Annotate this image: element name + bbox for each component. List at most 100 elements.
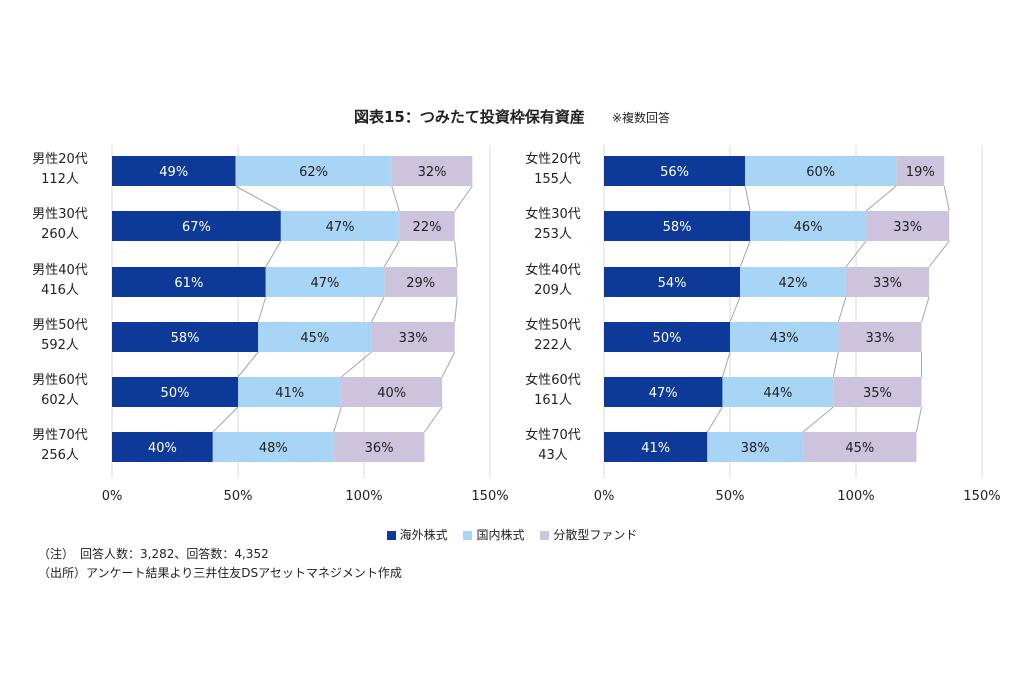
bar-men-domestic-4 (238, 377, 342, 407)
bar-women-domestic-3 (730, 322, 839, 352)
chart-panel-men: 0% 50% 100% 150% 49% 62% 32% 男性20代 112人 67% 47% 22%… (32, 145, 509, 504)
connector-women-domestic-0 (865, 185, 897, 212)
connector-women-domestic-2 (837, 296, 847, 323)
legend-swatch-fund (540, 531, 550, 540)
chart-title: 図表15：つみたて投資枠保有資産 (353, 108, 585, 126)
category-label-men-1: 男性30代 260人 (32, 207, 88, 242)
data-label-women-domestic-5: 38% (741, 441, 770, 456)
data-label-women-overseas-1: 58% (663, 220, 692, 235)
data-label-men-overseas-0: 49% (159, 165, 188, 180)
data-label-men-overseas-1: 67% (182, 220, 211, 235)
data-label-men-domestic-5: 48% (259, 441, 288, 456)
bar-men-overseas-4 (112, 377, 238, 407)
bar-women-fund-4 (833, 377, 922, 407)
note-source: （出所）アンケート結果より三井住友DSアセットマネジメント作成 (38, 566, 402, 580)
data-label-men-fund-4: 40% (377, 386, 406, 401)
data-label-men-domestic-4: 41% (275, 386, 304, 401)
bar-women-domestic-2 (740, 267, 846, 297)
connector-men-domestic-1 (383, 240, 400, 268)
bar-men-overseas-2 (112, 267, 266, 297)
bar-men-fund-0 (391, 156, 473, 186)
bar-men-overseas-3 (112, 322, 259, 352)
bar-women-domestic-5 (707, 432, 804, 462)
connector-women-overseas-3 (721, 351, 731, 378)
data-label-women-domestic-0: 60% (806, 165, 835, 180)
connector-men-fund-4 (424, 406, 443, 433)
data-label-men-domestic-1: 47% (326, 220, 355, 235)
bar-women-overseas-3 (604, 322, 730, 352)
data-label-women-overseas-0: 56% (660, 165, 689, 180)
connector-men-fund-2 (454, 296, 458, 323)
connector-men-overseas-3 (237, 351, 259, 378)
data-label-women-overseas-2: 54% (658, 276, 687, 291)
category-label-men-2: 男性40代 416人 (32, 263, 88, 298)
data-label-men-domestic-0: 62% (299, 165, 328, 180)
bar-women-overseas-4 (604, 377, 723, 407)
data-label-men-fund-5: 36% (365, 441, 394, 456)
bar-men-overseas-1 (112, 211, 281, 241)
legend-item-fund: 分散型ファンド (540, 526, 637, 543)
connector-women-domestic-4 (802, 406, 834, 433)
data-label-women-domestic-1: 46% (794, 220, 823, 235)
data-label-men-overseas-4: 50% (161, 386, 190, 401)
bar-women-fund-5 (803, 432, 917, 462)
chart-title-block: 図表15：つみたて投資枠保有資産 ※複数回答 (0, 106, 1024, 127)
note-respondents: （注） 回答人数：3,282、回答数：4,352 (38, 547, 269, 561)
bar-men-fund-5 (333, 432, 425, 462)
bar-men-domestic-2 (265, 267, 385, 297)
tick-label-women-150: 150% (963, 489, 1000, 504)
data-label-women-fund-3: 33% (865, 331, 894, 346)
tick-label-men-150: 150% (471, 489, 508, 504)
bar-men-fund-2 (384, 267, 458, 297)
data-label-men-fund-2: 29% (406, 276, 435, 291)
bar-men-fund-4 (341, 377, 443, 407)
connector-men-overseas-0 (235, 185, 282, 212)
data-label-women-overseas-3: 50% (653, 331, 682, 346)
legend-item-domestic: 国内株式 (463, 526, 525, 543)
tick-label-men-0: 0% (102, 489, 123, 504)
connector-women-fund-4 (915, 406, 923, 433)
data-label-men-overseas-5: 40% (148, 441, 177, 456)
bar-women-fund-3 (838, 322, 922, 352)
connector-men-fund-0 (454, 185, 473, 212)
category-label-women-3: 女性50代 222人 (525, 317, 581, 353)
connector-women-fund-1 (928, 240, 950, 268)
chart-subtitle: ※複数回答 (611, 111, 671, 125)
bar-women-fund-0 (896, 156, 945, 186)
connector-men-domestic-2 (371, 296, 385, 323)
legend: 海外株式 国内株式 分散型ファンド (0, 526, 1024, 543)
connector-men-overseas-4 (212, 406, 239, 433)
category-label-men-5: 男性70代 256人 (32, 428, 88, 463)
category-label-men-0: 男性20代 112人 (32, 152, 88, 187)
category-label-women-2: 女性40代 209人 (525, 262, 581, 298)
connector-men-domestic-4 (333, 406, 342, 433)
bar-men-overseas-0 (112, 156, 236, 186)
bar-men-domestic-1 (280, 211, 400, 241)
legend-label-fund: 分散型ファンド (553, 528, 638, 542)
bar-women-overseas-2 (604, 267, 741, 297)
connector-women-domestic-3 (832, 351, 839, 378)
data-label-men-overseas-2: 61% (174, 276, 203, 291)
bar-women-fund-2 (845, 267, 930, 297)
tick-label-men-50: 50% (224, 489, 253, 504)
bar-men-domestic-5 (212, 432, 334, 462)
data-label-women-fund-0: 19% (906, 165, 935, 180)
data-label-women-fund-1: 33% (893, 220, 922, 235)
tick-label-women-0: 0% (594, 489, 615, 504)
tick-label-men-100: 100% (345, 489, 382, 504)
data-label-women-domestic-2: 42% (779, 276, 808, 291)
connector-women-overseas-0 (744, 185, 751, 212)
legend-item-overseas: 海外株式 (386, 526, 448, 543)
category-label-men-3: 男性50代 592人 (32, 318, 88, 353)
category-label-women-0: 女性20代 155人 (525, 151, 581, 187)
data-label-women-overseas-4: 47% (649, 386, 678, 401)
connector-women-fund-2 (921, 296, 930, 323)
data-label-women-fund-5: 45% (845, 441, 874, 456)
data-label-women-fund-2: 33% (873, 276, 902, 291)
tick-label-women-100: 100% (837, 489, 874, 504)
connector-women-overseas-2 (729, 296, 741, 323)
bar-men-domestic-0 (235, 156, 392, 186)
category-label-women-5: 女性70代 43人 (525, 427, 581, 463)
connector-women-fund-0 (943, 185, 950, 212)
